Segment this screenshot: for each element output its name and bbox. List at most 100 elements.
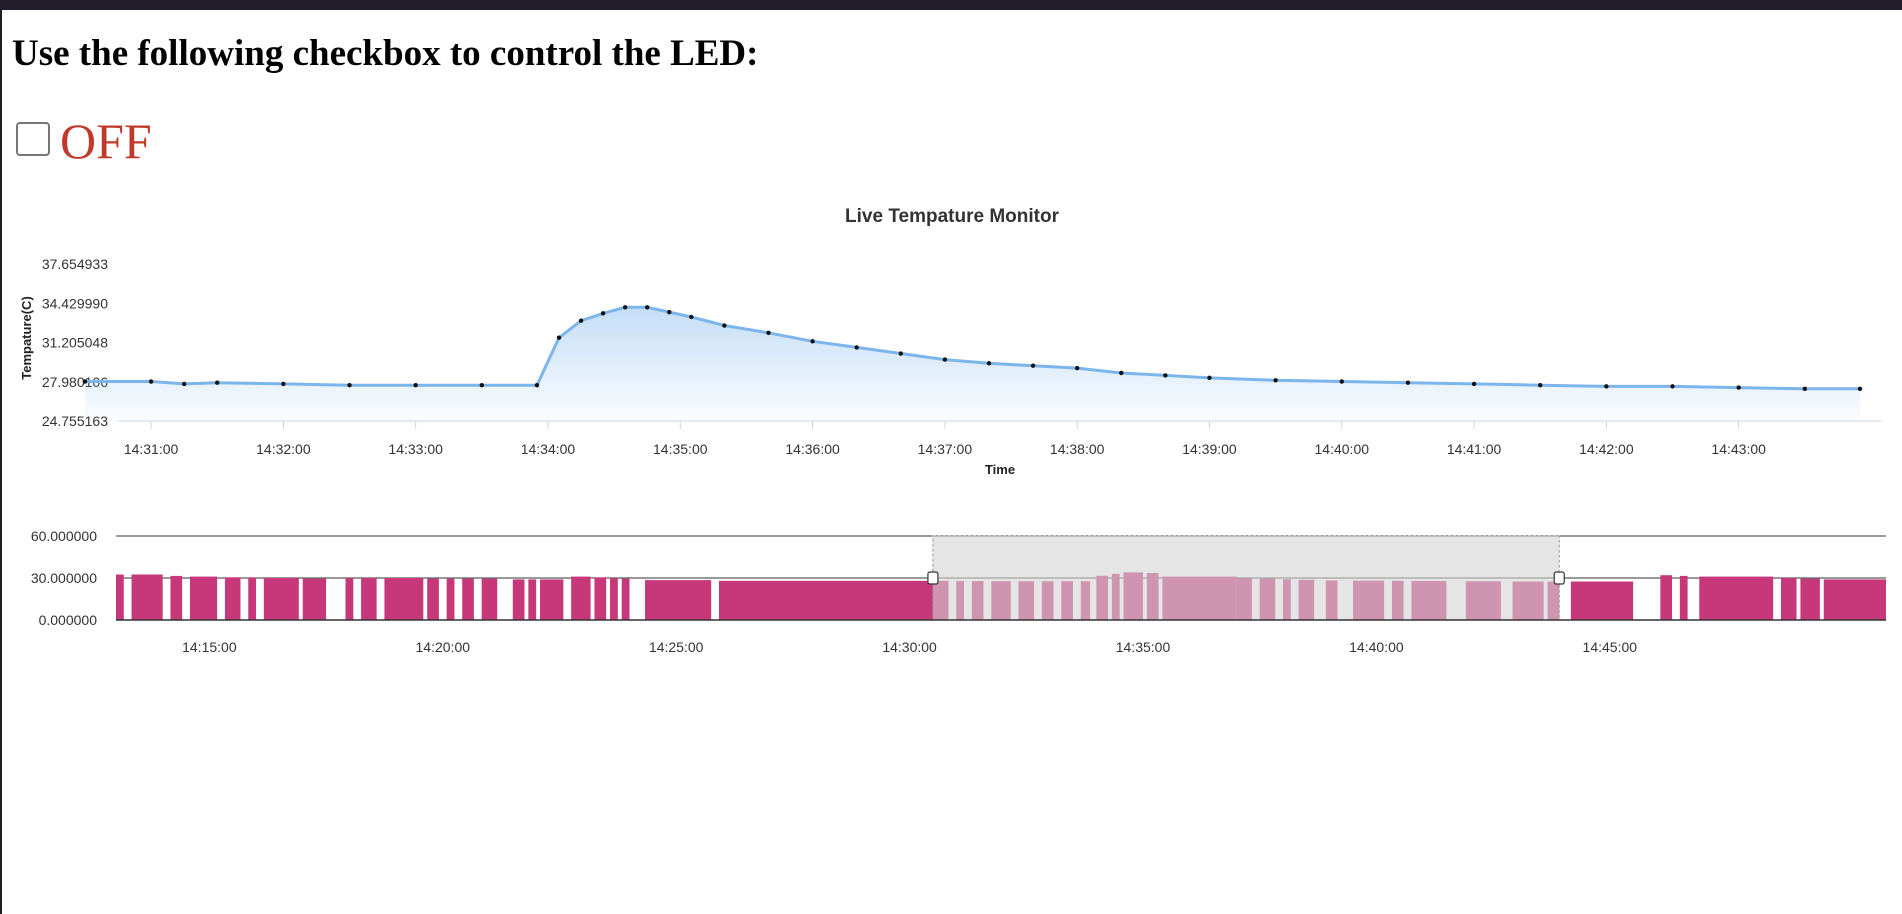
- x-tick-label: 14:38:00: [1050, 441, 1105, 457]
- data-point: [578, 318, 584, 323]
- nav-bar: [361, 578, 377, 620]
- data-point: [1802, 386, 1808, 392]
- data-point: [766, 330, 771, 336]
- nav-bar: [718, 580, 933, 620]
- nav-y-tick-label: 30.000000: [31, 570, 97, 586]
- x-tick-label: 14:40:00: [1315, 441, 1370, 457]
- y-tick-label: 31.205048: [42, 335, 108, 351]
- data-point: [1471, 381, 1477, 387]
- nav-x-tick-label: 14:45:00: [1583, 639, 1638, 655]
- data-point: [1670, 384, 1675, 389]
- x-tick-label: 14:42:00: [1579, 441, 1634, 457]
- nav-bar: [645, 580, 712, 620]
- data-point: [942, 357, 948, 362]
- data-point: [413, 382, 418, 388]
- nav-x-tick-label: 14:15:00: [182, 639, 237, 655]
- x-tick-label: 14:34:00: [521, 441, 576, 457]
- data-point: [1538, 382, 1543, 388]
- led-control-row: OFF: [16, 113, 152, 169]
- nav-bar: [481, 578, 498, 620]
- y-tick-label: 34.429990: [42, 295, 108, 311]
- temperature-line-chart[interactable]: Live Tempature Monitor24.75516327.980106…: [19, 206, 1882, 477]
- series-line: [84, 305, 1860, 391]
- selection-range: [932, 535, 1560, 621]
- x-tick-label: 14:37:00: [918, 441, 973, 457]
- x-tick-label: 14:39:00: [1182, 441, 1237, 457]
- nav-bar: [594, 577, 607, 620]
- data-point: [667, 309, 672, 315]
- data-point: [534, 382, 540, 388]
- nav-bar: [131, 574, 163, 620]
- nav-bar: [302, 578, 327, 620]
- nav-bar: [610, 578, 618, 620]
- x-tick-label: 14:32:00: [256, 441, 311, 457]
- series-area: [84, 307, 1860, 421]
- nav-bar: [512, 579, 525, 620]
- data-point: [854, 345, 859, 350]
- data-point: [347, 382, 352, 388]
- nav-bar: [170, 575, 183, 620]
- nav-bar: [462, 578, 474, 620]
- data-point: [1119, 370, 1124, 376]
- data-point: [986, 361, 992, 366]
- page-heading: Use the following checkbox to control th…: [12, 33, 759, 74]
- nav-bar: [528, 579, 537, 620]
- data-point: [1074, 365, 1080, 371]
- data-point: [898, 351, 903, 356]
- data-point: [556, 335, 562, 340]
- data-point: [689, 314, 694, 320]
- x-axis-title: Time: [985, 462, 1015, 477]
- data-point: [281, 381, 286, 387]
- data-point: [181, 381, 187, 387]
- x-tick-label: 14:36:00: [785, 441, 840, 457]
- nav-x-tick-label: 14:25:00: [649, 639, 704, 655]
- navigator-bar-chart[interactable]: 0.000000 30.000000 60.000000 14:15:00 14:20:…: [31, 528, 1886, 655]
- nav-x-tick-label: 14:35:00: [1116, 639, 1171, 655]
- data-point: [1163, 373, 1168, 378]
- nav-bar: [1780, 578, 1797, 620]
- data-point: [1736, 385, 1741, 390]
- x-tick-label: 14:35:00: [653, 441, 708, 457]
- nav-bar: [248, 577, 257, 620]
- y-axis-title: Tempature(C): [19, 296, 34, 380]
- data-point: [82, 379, 88, 384]
- y-tick-label: 37.654933: [42, 256, 108, 272]
- nav-bar: [1660, 575, 1673, 620]
- nav-bar: [1800, 578, 1820, 620]
- data-point: [722, 323, 727, 328]
- nav-y-tick-label: 60.000000: [31, 528, 97, 544]
- data-point: [1604, 384, 1609, 389]
- nav-bar: [116, 574, 124, 620]
- data-point: [1857, 386, 1863, 392]
- range-handle[interactable]: [927, 571, 939, 585]
- nav-x-tick-label: 14:20:00: [416, 639, 471, 655]
- nav-bar: [540, 579, 564, 620]
- data-point: [810, 339, 815, 344]
- nav-x-tick-label: 14:30:00: [882, 639, 937, 655]
- data-point: [1405, 380, 1411, 385]
- x-tick-label: 14:31:00: [124, 441, 179, 457]
- range-handle[interactable]: [1553, 571, 1565, 585]
- data-point: [1273, 378, 1278, 383]
- led-status-label: OFF: [60, 113, 152, 169]
- nav-bar: [446, 578, 455, 620]
- nav-x-tick-label: 14:40:00: [1349, 639, 1404, 655]
- nav-bar: [571, 576, 591, 620]
- nav-bar: [1570, 581, 1634, 620]
- window-top-bar: [0, 0, 1902, 10]
- led-checkbox[interactable]: [16, 122, 50, 156]
- x-tick-label: 14:43:00: [1711, 441, 1766, 457]
- nav-bar: [384, 578, 424, 620]
- data-point: [645, 305, 650, 310]
- nav-bar: [224, 577, 241, 620]
- data-point: [479, 382, 485, 388]
- page-frame: [0, 10, 1900, 914]
- chart-title: Live Tempature Monitor: [845, 206, 1060, 227]
- data-point: [1030, 363, 1036, 368]
- nav-bar: [1823, 579, 1886, 620]
- x-tick-label: 14:41:00: [1447, 441, 1502, 457]
- nav-bar: [427, 578, 439, 620]
- nav-bar: [189, 576, 218, 620]
- data-point: [215, 380, 220, 385]
